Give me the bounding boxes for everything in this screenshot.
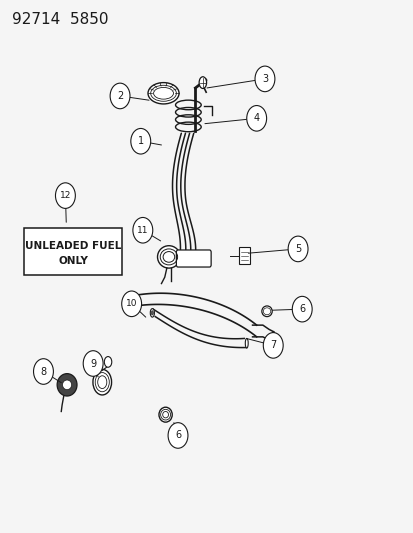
- Ellipse shape: [151, 311, 153, 315]
- Text: 6: 6: [175, 431, 180, 440]
- Circle shape: [246, 106, 266, 131]
- Ellipse shape: [159, 407, 172, 422]
- Text: 92714  5850: 92714 5850: [12, 12, 109, 27]
- Ellipse shape: [104, 357, 112, 367]
- Circle shape: [83, 351, 103, 376]
- Text: 11: 11: [137, 226, 148, 235]
- Circle shape: [168, 423, 188, 448]
- Circle shape: [292, 296, 311, 322]
- Circle shape: [287, 236, 307, 262]
- Circle shape: [121, 291, 141, 317]
- Ellipse shape: [129, 295, 134, 307]
- Text: 8: 8: [40, 367, 46, 376]
- Ellipse shape: [57, 374, 77, 396]
- Circle shape: [33, 359, 53, 384]
- Circle shape: [133, 217, 152, 243]
- Text: 4: 4: [253, 114, 259, 123]
- Text: 6: 6: [299, 304, 304, 314]
- Ellipse shape: [93, 369, 111, 395]
- Ellipse shape: [131, 298, 132, 304]
- Circle shape: [55, 183, 75, 208]
- Ellipse shape: [244, 338, 248, 348]
- FancyBboxPatch shape: [24, 228, 122, 275]
- Ellipse shape: [261, 306, 272, 317]
- Text: 10: 10: [126, 300, 137, 308]
- Circle shape: [131, 128, 150, 154]
- Ellipse shape: [157, 246, 180, 268]
- Text: 1: 1: [138, 136, 143, 146]
- Ellipse shape: [199, 77, 206, 88]
- Text: 2: 2: [116, 91, 123, 101]
- FancyBboxPatch shape: [239, 247, 249, 264]
- Text: 3: 3: [261, 74, 267, 84]
- Text: 5: 5: [294, 244, 301, 254]
- Circle shape: [110, 83, 130, 109]
- FancyBboxPatch shape: [176, 250, 211, 267]
- Text: 9: 9: [90, 359, 96, 368]
- Text: UNLEADED FUEL: UNLEADED FUEL: [25, 241, 121, 251]
- Circle shape: [254, 66, 274, 92]
- Text: 12: 12: [59, 191, 71, 200]
- Ellipse shape: [62, 380, 71, 390]
- Circle shape: [263, 333, 282, 358]
- Text: 7: 7: [269, 341, 276, 350]
- Ellipse shape: [148, 83, 178, 104]
- Ellipse shape: [150, 309, 154, 317]
- Ellipse shape: [271, 332, 275, 342]
- Text: ONLY: ONLY: [58, 256, 88, 266]
